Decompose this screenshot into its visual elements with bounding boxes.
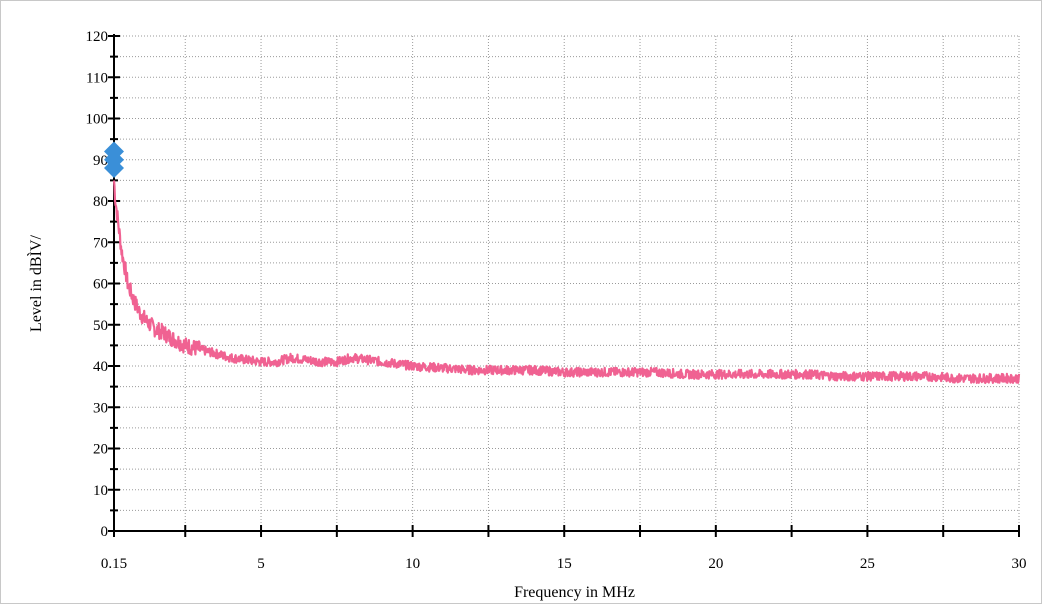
series-layer: [112, 180, 1021, 384]
y-tick-label: 50: [93, 318, 108, 334]
x-tick-label: 5: [257, 556, 265, 572]
y-tick-label: 120: [86, 29, 109, 45]
grid: [114, 35, 1020, 531]
axes: [113, 34, 1019, 532]
y-tick-label: 70: [93, 235, 108, 251]
y-tick-label: 110: [86, 70, 108, 86]
y-tick-label: 100: [86, 112, 109, 128]
x-tick-label: 10: [405, 556, 420, 572]
y-axis-ticks: 0 10 20 30 40 50 60 70 80 90 100 110 120: [86, 29, 120, 540]
y-axis-title: Level in dBÌV/: [26, 235, 45, 332]
marker-layer: [104, 141, 124, 178]
y-tick-label: 40: [93, 359, 108, 375]
y-tick-label: 90: [93, 153, 108, 169]
x-axis-title: Frequency in MHz: [514, 584, 635, 601]
x-tick-label: 15: [557, 556, 572, 572]
x-axis-ticks: 0.15 5 10 15 20 25 30: [101, 525, 1027, 572]
y-tick-label: 20: [93, 442, 108, 458]
y-tick-label: 10: [93, 483, 108, 499]
peak-marker: [104, 158, 124, 178]
x-tick-label: 30: [1012, 556, 1027, 572]
y-tick-label: 60: [93, 277, 108, 293]
x-tick-label: 20: [708, 556, 723, 572]
x-tick-label: 0.15: [101, 556, 127, 572]
y-tick-label: 80: [93, 194, 108, 210]
y-tick-label: 30: [93, 400, 108, 416]
series-trace: [112, 180, 1021, 384]
x-tick-label: 25: [860, 556, 875, 572]
y-tick-label: 0: [101, 524, 109, 540]
